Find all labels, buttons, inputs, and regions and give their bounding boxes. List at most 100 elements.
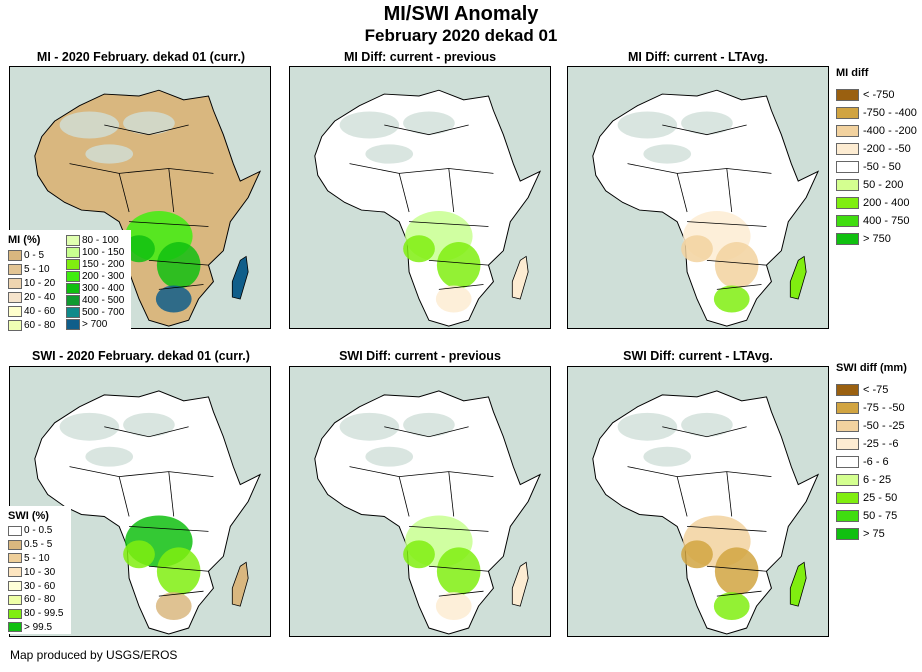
panel-title-swi-diff-previous: SWI Diff: current - previous bbox=[339, 349, 501, 363]
panel-title-swi-diff-ltavg: SWI Diff: current - LTAvg. bbox=[623, 349, 773, 363]
legend-item: 0.5 - 5 bbox=[8, 538, 68, 552]
nodata-region bbox=[681, 412, 733, 437]
legend-label: -400 - -200 bbox=[863, 125, 917, 137]
panel-title-swi-current: SWI - 2020 February. dekad 01 (curr.) bbox=[32, 349, 250, 363]
legend-label: 5 - 10 bbox=[24, 552, 50, 564]
panel-title-mi-diff-previous: MI Diff: current - previous bbox=[343, 50, 497, 64]
legend-label: < -75 bbox=[863, 384, 889, 396]
legend-swatch bbox=[836, 107, 859, 119]
panel-title-mi-current: MI - 2020 February. dekad 01 (curr.) bbox=[36, 50, 246, 64]
country-border bbox=[706, 259, 767, 266]
africa-map bbox=[592, 390, 820, 635]
legend-label: < -750 bbox=[863, 89, 895, 101]
legend-item: 50 - 75 bbox=[836, 507, 907, 525]
value-region bbox=[435, 592, 472, 621]
legend-label: > 750 bbox=[863, 233, 891, 245]
nodata-region bbox=[643, 446, 692, 467]
legend-label: 80 - 100 bbox=[82, 234, 119, 246]
legend-label: 400 - 750 bbox=[863, 215, 910, 227]
country-border bbox=[129, 221, 209, 227]
value-region bbox=[713, 285, 750, 313]
legend-swatch bbox=[836, 143, 859, 155]
map-swi-current bbox=[9, 366, 271, 637]
country-border bbox=[428, 259, 489, 266]
africa-map bbox=[314, 390, 542, 635]
legend-item: 400 - 500 bbox=[66, 294, 124, 306]
legend-swatch bbox=[66, 282, 80, 294]
nodata-region bbox=[643, 144, 692, 164]
country-border bbox=[158, 284, 204, 290]
legend-label: 200 - 400 bbox=[863, 197, 910, 209]
map-swi-diff-previous bbox=[289, 366, 551, 637]
legend-label: -200 - -50 bbox=[863, 143, 911, 155]
legend-swatch bbox=[8, 594, 22, 605]
legend-swatch bbox=[8, 319, 22, 331]
value-region bbox=[123, 540, 155, 569]
legend-label: > 700 bbox=[82, 318, 108, 330]
value-region bbox=[403, 540, 435, 569]
madagascar bbox=[231, 561, 249, 607]
country-border bbox=[627, 163, 772, 174]
legend-swatch bbox=[8, 539, 22, 550]
country-border bbox=[384, 426, 469, 438]
legend-label: 0.5 - 5 bbox=[24, 539, 53, 551]
legend-swatch bbox=[836, 402, 859, 414]
madagascar bbox=[511, 561, 529, 607]
madagascar bbox=[231, 255, 249, 300]
legend-swatch bbox=[8, 263, 22, 275]
legend-mi-current: MI (%) 0 - 5 5 - 10 10 - 20 20 - 40 40 - 60 6… bbox=[5, 230, 131, 334]
nodata-region bbox=[85, 446, 134, 467]
map-swi-diff-ltavg bbox=[567, 366, 829, 637]
legend-label: 40 - 60 bbox=[24, 305, 56, 317]
legend-swatch bbox=[836, 492, 859, 504]
legend-label: 60 - 80 bbox=[24, 594, 56, 606]
legend-item: 0 - 5 bbox=[8, 248, 66, 262]
legend-item: > 99.5 bbox=[8, 621, 68, 635]
country-border bbox=[118, 476, 130, 517]
value-region bbox=[714, 241, 759, 289]
value-region bbox=[123, 235, 155, 263]
legend-swatch bbox=[836, 528, 859, 540]
legend-label: -6 - 6 bbox=[863, 456, 889, 468]
value-region bbox=[435, 285, 472, 313]
legend-label: -750 - -400 bbox=[863, 107, 917, 119]
country-border bbox=[118, 173, 130, 213]
country-border bbox=[148, 565, 209, 572]
legend-label: 20 - 40 bbox=[24, 291, 56, 303]
legend-swatch bbox=[66, 234, 80, 246]
nodata-region bbox=[365, 446, 414, 467]
legend-item: 300 - 400 bbox=[66, 282, 124, 294]
value-region bbox=[713, 592, 750, 621]
country-border bbox=[662, 124, 747, 136]
country-border bbox=[726, 471, 733, 517]
nodata-region bbox=[123, 412, 175, 437]
legend-item: 80 - 100 bbox=[66, 234, 124, 246]
legend-swatch bbox=[836, 384, 859, 396]
legend-item: > 750 bbox=[836, 230, 917, 248]
legend-swatch bbox=[66, 246, 80, 258]
legend-item: -50 - -25 bbox=[836, 417, 907, 435]
nodata-region bbox=[681, 111, 733, 135]
legend-title: SWI diff (mm) bbox=[836, 362, 907, 374]
legend-label: 50 - 75 bbox=[863, 510, 898, 522]
country-border bbox=[687, 221, 767, 227]
legend-item: 30 - 60 bbox=[8, 579, 68, 593]
legend-swatch bbox=[836, 233, 859, 245]
country-border bbox=[716, 590, 762, 597]
legend-item: -25 - -6 bbox=[836, 435, 907, 453]
nodata-region bbox=[339, 111, 400, 139]
value-region bbox=[155, 285, 192, 313]
country-border bbox=[726, 168, 733, 213]
legend-label: 500 - 700 bbox=[82, 306, 125, 318]
legend-label: -25 - -6 bbox=[863, 438, 899, 450]
legend-label: 80 - 99.5 bbox=[24, 608, 64, 620]
nodata-region bbox=[123, 111, 175, 135]
legend-item: > 700 bbox=[66, 318, 124, 330]
africa-map bbox=[592, 89, 820, 327]
legend-item: < -750 bbox=[836, 86, 917, 104]
madagascar bbox=[789, 561, 807, 607]
country-border bbox=[428, 565, 489, 572]
country-border bbox=[627, 466, 772, 477]
legend-swatch bbox=[8, 291, 22, 303]
value-region bbox=[156, 547, 201, 596]
